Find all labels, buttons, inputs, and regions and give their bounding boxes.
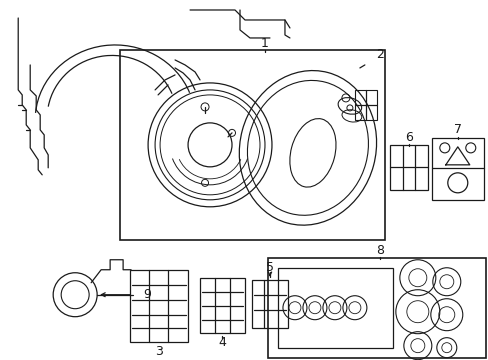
Bar — [200, 278, 244, 333]
Text: 5: 5 — [265, 261, 273, 274]
Text: 9: 9 — [143, 288, 151, 301]
Bar — [267, 258, 485, 358]
Bar — [354, 90, 376, 120]
Text: 8: 8 — [375, 244, 383, 257]
Bar — [251, 280, 287, 328]
Text: 7: 7 — [453, 123, 461, 136]
Bar — [389, 145, 427, 190]
Bar — [120, 50, 384, 240]
Text: 4: 4 — [218, 336, 225, 349]
Bar — [277, 268, 392, 348]
Text: 2: 2 — [375, 49, 383, 62]
Text: 1: 1 — [261, 37, 268, 50]
Text: 3: 3 — [155, 345, 163, 358]
Bar — [431, 138, 483, 200]
Bar — [130, 270, 188, 342]
Text: 6: 6 — [404, 131, 412, 144]
